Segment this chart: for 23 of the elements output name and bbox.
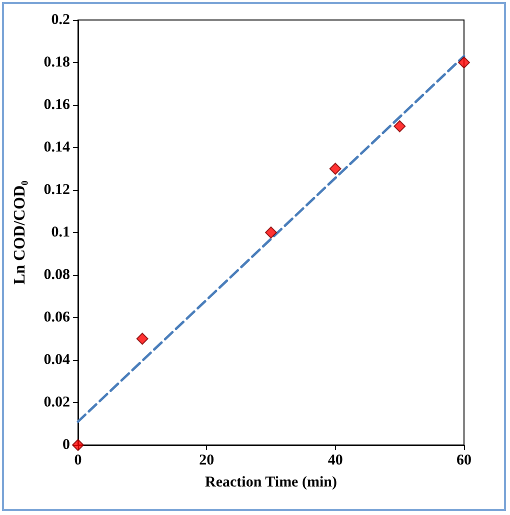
y-tick-label: 0 (62, 437, 70, 453)
y-tick-label: 0.1 (51, 224, 70, 240)
x-axis-title: Reaction Time (min) (205, 474, 337, 490)
y-tick-label: 0.2 (51, 12, 70, 28)
y-tick-label: 0.02 (44, 394, 70, 410)
point (458, 56, 470, 68)
x-tick-label: 40 (328, 452, 343, 468)
y-tick-label: 0.14 (44, 140, 70, 156)
y-tick-label: 0.18 (44, 54, 70, 70)
x-tick-label: 0 (74, 452, 82, 468)
y-tick-label: 0.04 (44, 352, 70, 368)
point (136, 332, 148, 345)
point (72, 439, 84, 451)
point (329, 162, 342, 175)
y-tick-label: 0.12 (44, 182, 70, 198)
y-tick-label: 0.16 (44, 97, 70, 113)
y-axis-title: Ln COD/COD₀ (12, 180, 28, 284)
point (265, 226, 277, 238)
y-tick-label: 0.08 (44, 267, 70, 283)
x-tick-label: 60 (456, 452, 472, 468)
y-tick-label: 0.06 (44, 310, 70, 326)
x-tick-label: 20 (199, 452, 214, 468)
point (394, 120, 406, 132)
